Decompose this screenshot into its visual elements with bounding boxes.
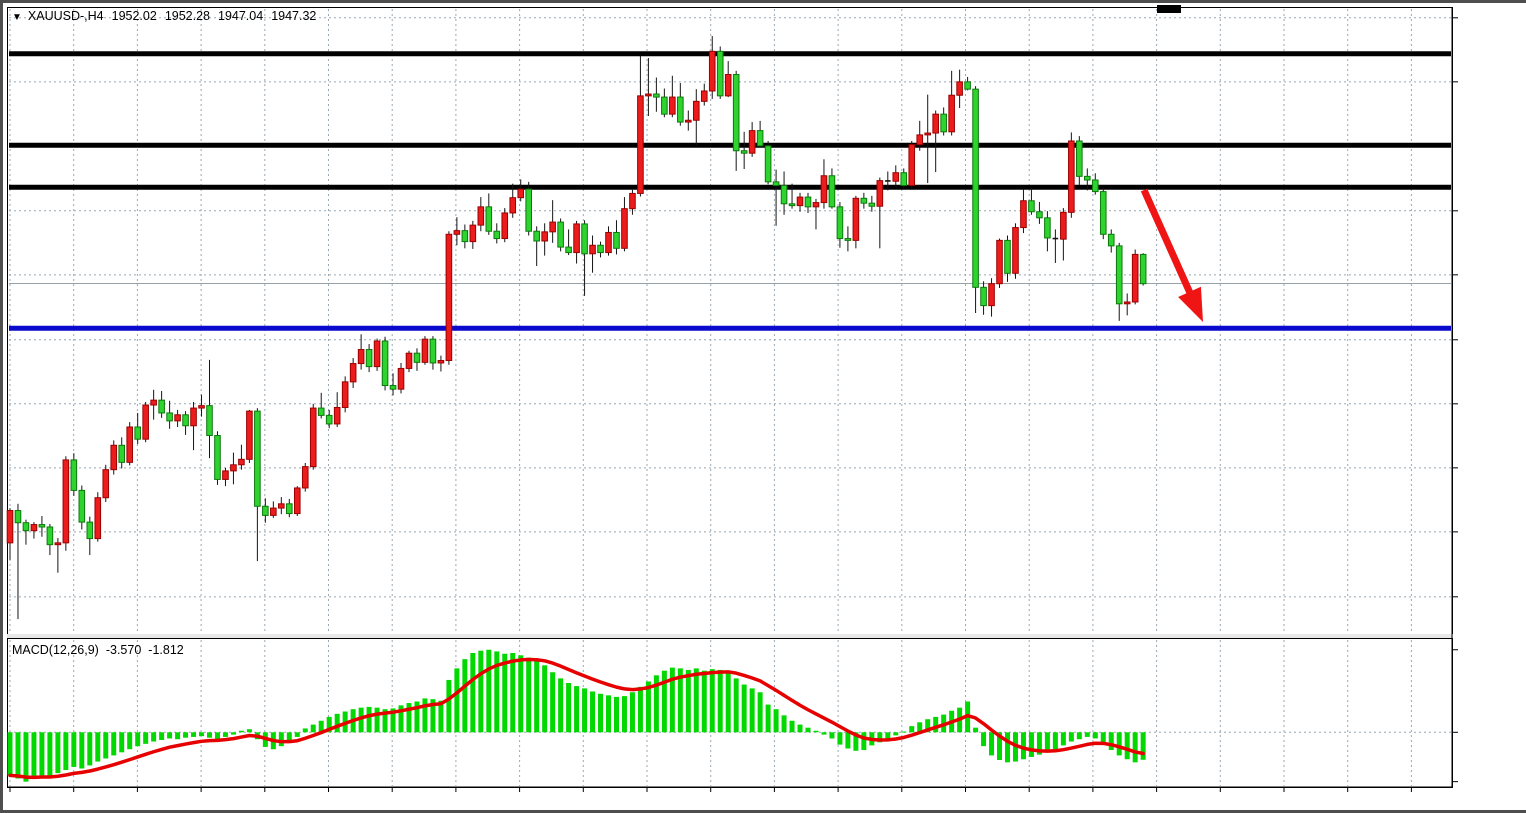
price-chart-panel[interactable] (7, 7, 1453, 635)
symbol-dropdown-icon[interactable]: ▼ (12, 12, 22, 23)
ohlc-low: 1947.04 (218, 9, 264, 23)
ohlc-close: 1947.32 (271, 9, 317, 23)
macd-label: MACD(12,26,9) -3.570 -1.812 (12, 643, 184, 657)
macd-name: MACD(12,26,9) (12, 643, 99, 657)
window-corner-marker (1157, 5, 1181, 13)
ohlc-open: 1952.02 (111, 9, 157, 23)
macd-main-value: -3.570 (105, 643, 142, 657)
time-axis[interactable]: 29 Jun 20234 Jul 00:006 Jul 16:0011 Jul … (7, 788, 1453, 810)
macd-signal-value: -1.812 (148, 643, 184, 657)
symbol-timeframe: XAUUSD-,H4 (27, 9, 104, 23)
price-axis[interactable]: 1990.901980.401959.251948.751938.101927.… (1452, 7, 1526, 788)
panel-divider[interactable] (7, 634, 1453, 638)
ohlc-high: 1952.28 (164, 9, 210, 23)
chart-title: ▼ XAUUSD-,H4 1952.02 1952.28 1947.04 1947.32 (12, 9, 316, 23)
macd-indicator-panel[interactable] (7, 638, 1453, 788)
